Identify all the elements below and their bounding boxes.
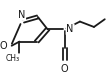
Text: N: N xyxy=(66,24,74,34)
Text: N: N xyxy=(18,10,25,20)
Text: O: O xyxy=(0,41,7,51)
Text: CH₃: CH₃ xyxy=(6,54,20,63)
Text: O: O xyxy=(61,64,69,74)
